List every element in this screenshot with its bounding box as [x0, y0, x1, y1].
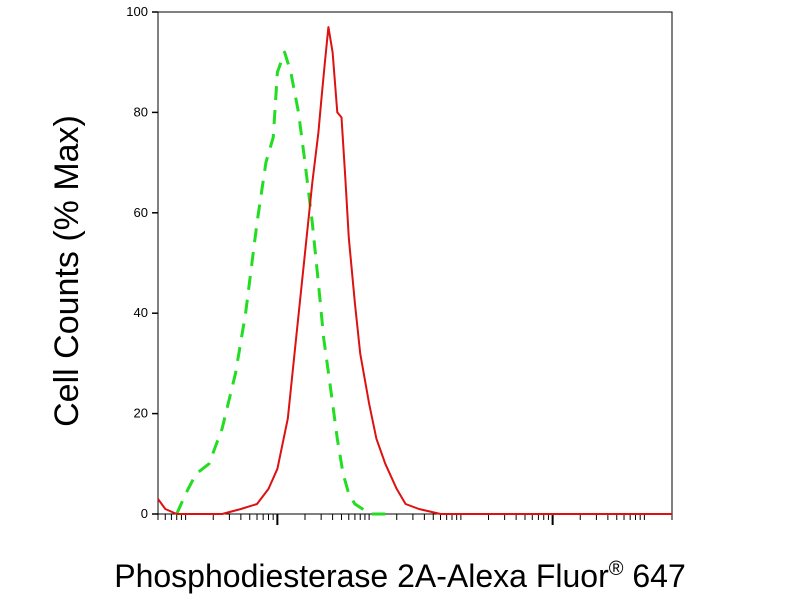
y-axis-label: Cell Counts (% Max): [48, 115, 86, 427]
x-axis-label-superscript: ®: [609, 558, 624, 580]
plot-area-border: [157, 11, 673, 515]
y-tick-label: 100: [126, 4, 148, 19]
y-tick-label: 40: [134, 305, 148, 320]
y-tick-label: 20: [134, 406, 148, 421]
y-tick-label: 0: [141, 506, 148, 521]
x-axis-label-suffix: 647: [623, 558, 685, 594]
x-axis-label: Phosphodiesterase 2A-Alexa Fluor® 647: [114, 558, 686, 594]
y-tick-label: 60: [134, 205, 148, 220]
x-axis-label-main: Phosphodiesterase 2A-Alexa Fluor: [114, 558, 609, 594]
y-tick-label: 80: [134, 104, 148, 119]
series-line-solid: [157, 26, 672, 515]
plot-frame: [157, 11, 673, 515]
axis-ticks: 0 20 40 60 80 100: [126, 4, 673, 525]
series-line-dashed: [175, 50, 386, 516]
series-lines: [157, 26, 672, 516]
